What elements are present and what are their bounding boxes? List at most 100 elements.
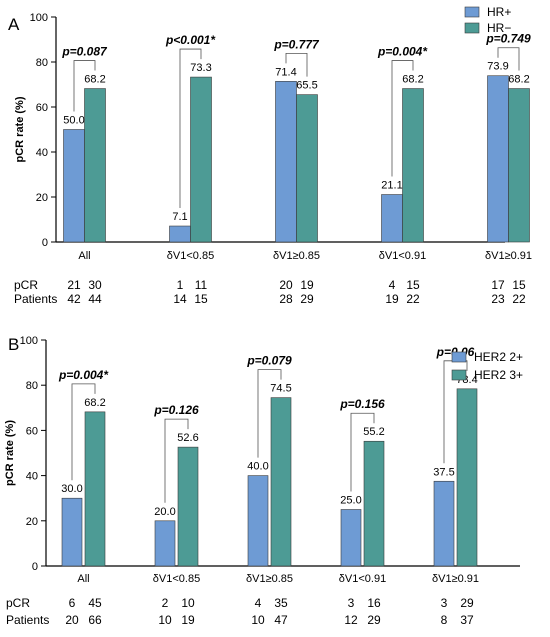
- legend-label: HER2 2+: [474, 350, 523, 364]
- p-value-label: p=0.126: [153, 403, 199, 417]
- table-cell: 44: [88, 292, 102, 306]
- bar-series2: [296, 94, 318, 243]
- table-cell: 17: [491, 278, 505, 292]
- significance-bracket: [285, 52, 308, 77]
- table-cell: 29: [460, 596, 474, 610]
- significance-bracket: [391, 60, 414, 177]
- significance-bracket: [497, 47, 520, 71]
- table-cell: 29: [300, 292, 314, 306]
- bar-series1: [433, 480, 455, 567]
- data-label: 25.0: [340, 495, 361, 507]
- panel-a: A 0 20 40 60 80 100 pCR rate (%) 50.0 68.2 p=0.087…: [8, 5, 532, 306]
- table-cell: 20: [279, 278, 293, 292]
- panel-letter: A: [8, 15, 20, 34]
- table-cell: 22: [406, 292, 420, 306]
- category-label: δV1≥0.91: [432, 573, 479, 585]
- table-cell: 4: [255, 596, 262, 610]
- table-cell: 10: [251, 613, 265, 627]
- legend-swatch: [451, 351, 467, 363]
- p-value-label: p=0.004*: [377, 45, 428, 59]
- data-label: 74.5: [270, 383, 291, 395]
- y-tick-label: 0: [32, 561, 38, 573]
- table-cell: 29: [367, 613, 381, 627]
- category-label: δV1≥0.91: [485, 250, 532, 262]
- table-cell: 20: [65, 613, 79, 627]
- y-tick-label: 100: [30, 12, 48, 24]
- significance-bracket: [350, 412, 375, 492]
- table-cell: 12: [344, 613, 358, 627]
- table-cell: 14: [173, 292, 187, 306]
- significance-bracket: [257, 369, 282, 458]
- bar-series1: [169, 225, 191, 243]
- table-cell: 23: [491, 292, 505, 306]
- p-value-label: p=0.004*: [58, 368, 109, 382]
- table-cell: 15: [512, 278, 526, 292]
- bar-series2: [402, 88, 424, 243]
- data-label: 52.6: [177, 432, 198, 444]
- table-cell: 22: [512, 292, 526, 306]
- bar-series2: [190, 76, 212, 243]
- bar-series2: [270, 397, 292, 567]
- legend-swatch: [464, 22, 480, 34]
- significance-bracket: [71, 383, 96, 481]
- p-value-label: p=0.777: [273, 37, 320, 51]
- significance-bracket: [73, 60, 96, 112]
- bar-series1: [487, 75, 509, 243]
- bar-series1: [275, 81, 297, 243]
- table-cell: 37: [460, 613, 474, 627]
- panel-letter: B: [8, 335, 19, 354]
- panel-b: B 0 20 40 60 80 100 pCR rate (%) 30.0 68.2 p=0.004…: [4, 335, 523, 627]
- data-label: 55.2: [363, 426, 384, 438]
- category-label: δV1<0.91: [379, 250, 426, 262]
- p-value-label: p=0.749: [485, 32, 531, 46]
- y-axis-label: pCR rate (%): [4, 420, 16, 486]
- table-cell: 3: [348, 596, 355, 610]
- table-cell: 2: [162, 596, 169, 610]
- p-value-label: p=0.087: [61, 45, 108, 59]
- data-label: 73.9: [487, 61, 508, 73]
- data-label: 40.0: [247, 461, 268, 473]
- data-label: 68.2: [84, 74, 105, 86]
- p-value-label: p<0.001*: [165, 33, 216, 47]
- table-cell: 10: [158, 613, 172, 627]
- data-label: 68.2: [508, 74, 529, 86]
- table-cell: 8: [441, 613, 448, 627]
- significance-bracket: [179, 48, 202, 209]
- bar-series1: [154, 520, 176, 567]
- table-row-label: Patients: [14, 292, 57, 306]
- table-cell: 10: [181, 596, 195, 610]
- bar-series2: [363, 440, 385, 567]
- table-cell: 1: [177, 278, 184, 292]
- data-label: 21.1: [381, 180, 402, 192]
- table-cell: 15: [194, 292, 208, 306]
- significance-bracket: [164, 418, 189, 503]
- category-label: δV1≥0.85: [246, 573, 293, 585]
- data-label: 65.5: [296, 80, 317, 92]
- data-label: 50.0: [63, 115, 84, 127]
- bar-series2: [508, 88, 530, 243]
- y-tick-label: 80: [26, 380, 38, 392]
- bar-series1: [63, 129, 85, 243]
- table-cell: 21: [67, 278, 81, 292]
- table-cell: 19: [385, 292, 399, 306]
- table-row-label: pCR: [6, 596, 30, 610]
- bar-series2: [456, 388, 478, 567]
- data-label: 73.3: [190, 62, 211, 74]
- y-tick-label: 60: [36, 102, 48, 114]
- table-cell: 28: [279, 292, 293, 306]
- y-tick-label: 40: [26, 471, 38, 483]
- data-label: 30.0: [61, 483, 82, 495]
- category-label: All: [78, 250, 90, 262]
- table-cell: 35: [274, 596, 288, 610]
- bar-series1: [340, 509, 362, 567]
- table-cell: 42: [67, 292, 81, 306]
- category-label: δV1≥0.85: [273, 250, 320, 262]
- y-tick-label: 80: [36, 57, 48, 69]
- table-cell: 19: [181, 613, 195, 627]
- category-label: δV1<0.91: [339, 573, 386, 585]
- table-cell: 30: [88, 278, 102, 292]
- legend-label: HR+: [487, 5, 511, 19]
- y-tick-label: 40: [36, 147, 48, 159]
